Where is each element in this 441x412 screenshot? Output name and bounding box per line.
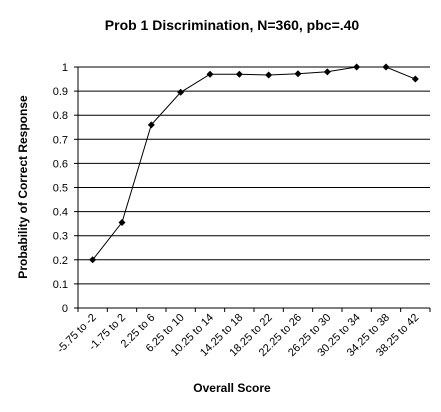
series-markers xyxy=(89,63,419,264)
series-line-path xyxy=(92,66,416,261)
data-point-marker xyxy=(89,256,97,264)
y-tick-label: 0.7 xyxy=(53,134,68,146)
data-point-marker xyxy=(118,218,126,226)
y-axis-label: Probability of Correct Response xyxy=(16,95,30,279)
grid-lines xyxy=(78,66,430,285)
data-point-marker xyxy=(323,68,331,76)
data-point-marker xyxy=(177,88,185,96)
chart-title: Prob 1 Discrimination, N=360, pbc=.40 xyxy=(105,17,360,33)
data-point-marker xyxy=(265,71,273,79)
y-tick-label: 0.5 xyxy=(53,183,68,195)
data-point-marker xyxy=(294,70,302,78)
y-tick-label: 0.1 xyxy=(53,279,68,291)
data-point-marker xyxy=(411,75,419,83)
series-line xyxy=(92,66,416,261)
y-tick-label: 0.2 xyxy=(53,255,68,267)
data-point-marker xyxy=(235,70,243,78)
x-axis-label: Overall Score xyxy=(193,381,271,395)
y-tick-labels: 0 0.1 0.2 0.3 0.4 0.5 0.6 0.7 0.8 0.9 1 xyxy=(53,62,68,315)
axes xyxy=(74,66,431,312)
y-tick-label: 0.3 xyxy=(53,231,68,243)
y-tick-label: 0 xyxy=(62,303,68,315)
y-tick-label: 0.4 xyxy=(53,207,68,219)
y-tick-label: 0.9 xyxy=(53,86,68,98)
y-tick-label: 0.6 xyxy=(53,158,68,170)
x-tick-labels: -5.75 to -2-1.75 to 22.25 to 66.25 to 10… xyxy=(55,312,422,359)
y-tick-label: 0.8 xyxy=(53,110,68,122)
data-point-marker xyxy=(353,63,361,71)
data-point-marker xyxy=(206,70,214,78)
y-tick-label: 1 xyxy=(62,62,68,74)
data-point-marker xyxy=(382,63,390,71)
data-point-marker xyxy=(147,121,155,129)
